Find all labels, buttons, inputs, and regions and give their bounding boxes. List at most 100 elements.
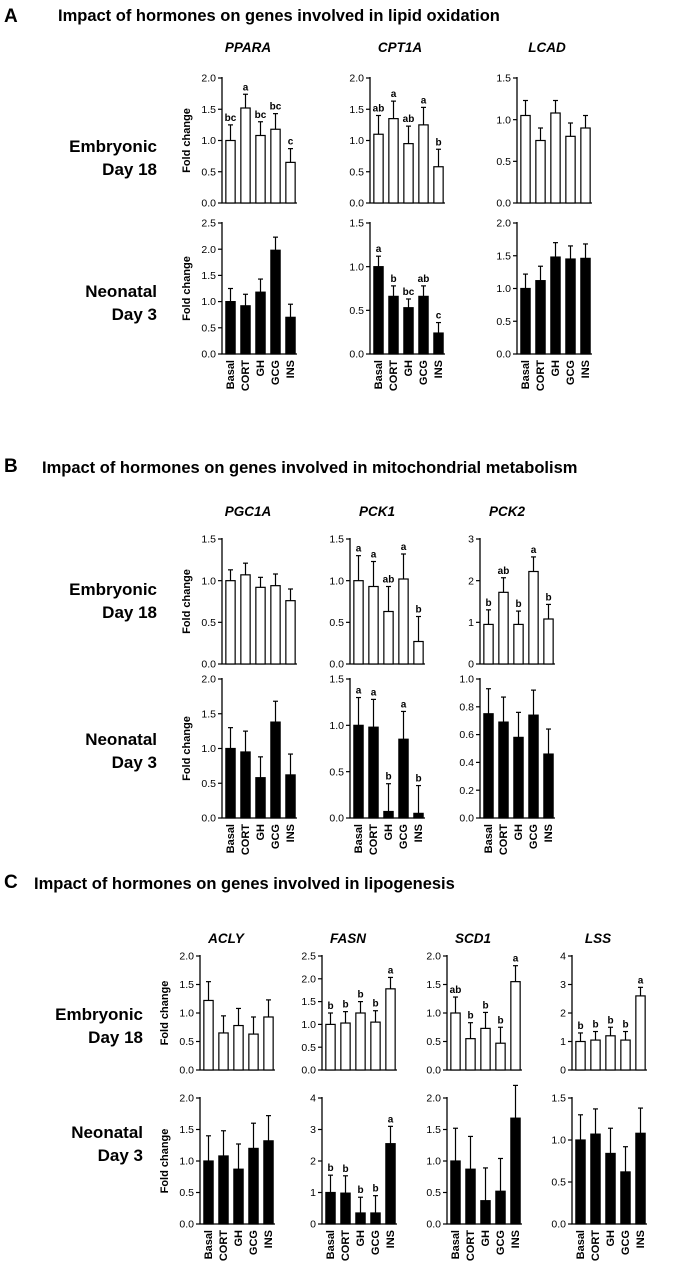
- y-tick-label-lss-e18: 1: [560, 1036, 566, 1048]
- significance-label-pck1-n3: a: [371, 687, 377, 698]
- bar-lss-n3-cort: [590, 1133, 601, 1225]
- y-tick-label-ppara-e18: 1.5: [201, 104, 216, 116]
- y-tick-label-ppara-e18: 0.0: [201, 198, 216, 210]
- bar-lcad-e18-ins: [580, 127, 591, 204]
- bar-pck2-n3-cort: [498, 721, 509, 819]
- y-tick-label-pgc1a-e18: 0.0: [201, 659, 216, 671]
- bar-ppara-e18-cort: [240, 107, 251, 204]
- bar-lcad-e18-cort: [535, 139, 546, 204]
- x-tick-label-scd1-n3: GCG: [495, 1230, 507, 1255]
- bar-ppara-n3-gh: [255, 291, 266, 355]
- significance-label-scd1-e18: a: [513, 954, 519, 965]
- y-tick-label-pgc1a-n3: 1.0: [201, 743, 216, 755]
- bar-pgc1a-n3-ins: [285, 774, 296, 819]
- bar-ppara-n3-cort: [240, 305, 251, 355]
- x-tick-label-cpt1a-n3: GCG: [418, 360, 430, 385]
- gene-label-pck1: PCK1: [359, 504, 395, 519]
- x-tick-label-pgc1a-n3: GCG: [270, 824, 282, 849]
- y-tick-label-ppara-n3: 0.0: [201, 349, 216, 361]
- significance-label-cpt1a-e18: ab: [373, 104, 385, 115]
- bar-lcad-n3-ins: [580, 257, 591, 355]
- y-tick-label-fasn-e18: 1.5: [301, 996, 316, 1008]
- row-label-day18-c: Day 18: [88, 1028, 143, 1047]
- bar-pck2-e18-basal: [483, 623, 494, 665]
- significance-label-fasn-n3: b: [327, 1163, 333, 1174]
- y-tick-label-lcad-n3: 2.0: [496, 218, 511, 230]
- y-tick-label-pck2-e18: 3: [468, 534, 474, 546]
- y-tick-label-lss-n3: 1.5: [551, 1093, 566, 1105]
- bar-acly-n3-gh: [233, 1168, 244, 1225]
- bar-scd1-n3-cort: [465, 1168, 476, 1225]
- bar-pck1-e18-gh: [383, 610, 394, 665]
- x-tick-label-lcad-n3: CORT: [535, 360, 547, 391]
- y-tick-label-ppara-n3: 2.5: [201, 218, 216, 230]
- y-axis-title-ppara-e18: Fold change: [181, 108, 193, 173]
- significance-label-fasn-n3: b: [372, 1184, 378, 1195]
- x-tick-label-pgc1a-n3: GH: [255, 824, 267, 841]
- y-tick-label-scd1-e18: 0.0: [426, 1065, 441, 1077]
- y-tick-label-lss-e18: 0: [560, 1065, 566, 1077]
- bar-lss-e18-ins: [635, 995, 646, 1071]
- gene-label-acly: ACLY: [207, 931, 246, 946]
- bar-cpt1a-n3-gh: [403, 307, 414, 355]
- y-tick-label-fasn-e18: 2.0: [301, 973, 316, 985]
- y-tick-label-scd1-n3: 1.5: [426, 1124, 441, 1136]
- y-tick-label-fasn-e18: 0.0: [301, 1065, 316, 1077]
- y-tick-label-scd1-n3: 0.0: [426, 1219, 441, 1231]
- x-tick-label-fasn-n3: CORT: [340, 1230, 352, 1261]
- x-tick-label-pck1-n3: GH: [383, 824, 395, 841]
- row-label-neonatal-c: Neonatal: [71, 1123, 143, 1142]
- bar-ppara-e18-gh: [255, 134, 266, 204]
- significance-label-pck1-e18: a: [356, 544, 362, 555]
- bar-pck1-e18-gcg: [398, 578, 409, 665]
- y-tick-label-ppara-n3: 0.5: [201, 322, 216, 334]
- panel-title-a: Impact of hormones on genes involved in …: [58, 7, 500, 25]
- y-tick-label-lcad-n3: 0.5: [496, 316, 511, 328]
- y-tick-label-scd1-e18: 1.0: [426, 1008, 441, 1020]
- y-tick-label-acly-n3: 1.5: [179, 1124, 194, 1136]
- bar-pck2-n3-gh: [513, 736, 524, 819]
- significance-label-cpt1a-n3: ab: [418, 274, 430, 285]
- row-label-day3-b: Day 3: [112, 753, 157, 772]
- x-tick-label-fasn-n3: GH: [355, 1230, 367, 1247]
- bar-scd1-e18-cort: [465, 1038, 476, 1071]
- y-tick-label-scd1-e18: 1.5: [426, 979, 441, 991]
- significance-label-lss-e18: b: [622, 1020, 628, 1031]
- significance-label-lss-e18: b: [592, 1020, 598, 1031]
- x-tick-label-cpt1a-n3: INS: [433, 360, 445, 378]
- y-tick-label-pck2-n3: 0.0: [459, 813, 474, 825]
- bar-pck1-n3-basal: [353, 724, 364, 819]
- x-tick-label-pgc1a-n3: Basal: [225, 824, 237, 853]
- x-tick-label-pck2-n3: GH: [513, 824, 525, 841]
- bar-fasn-n3-basal: [325, 1191, 336, 1225]
- bar-fasn-e18-gcg: [370, 1021, 381, 1071]
- x-tick-label-lss-n3: GCG: [620, 1230, 632, 1255]
- significance-label-pck1-e18: ab: [383, 575, 395, 586]
- y-tick-label-pck1-e18: 0.5: [329, 617, 344, 629]
- y-tick-label-acly-n3: 1.0: [179, 1156, 194, 1168]
- y-tick-label-pck1-n3: 1.5: [329, 674, 344, 686]
- bar-ppara-e18-ins: [285, 161, 296, 204]
- bar-scd1-n3-ins: [510, 1117, 521, 1225]
- y-tick-label-acly-e18: 0.5: [179, 1036, 194, 1048]
- significance-label-fasn-e18: b: [372, 999, 378, 1010]
- y-tick-label-acly-n3: 0.0: [179, 1219, 194, 1231]
- bar-ppara-n3-gcg: [270, 249, 281, 355]
- y-tick-label-acly-e18: 1.5: [179, 979, 194, 991]
- bar-cpt1a-e18-basal: [373, 133, 384, 204]
- bar-scd1-n3-gcg: [495, 1190, 506, 1225]
- panel-title-c: Impact of hormones on genes involved in …: [34, 875, 455, 893]
- x-tick-label-ppara-n3: INS: [285, 360, 297, 378]
- x-tick-label-acly-n3: GCG: [248, 1230, 260, 1255]
- row-label-embryonic-b: Embryonic: [69, 580, 157, 599]
- y-tick-label-pck2-n3: 0.6: [459, 729, 474, 741]
- gene-label-ppara: PPARA: [225, 40, 271, 55]
- bar-pck1-e18-cort: [368, 585, 379, 665]
- x-tick-label-acly-n3: CORT: [218, 1230, 230, 1261]
- significance-label-pck2-e18: b: [485, 598, 491, 609]
- y-tick-label-pck2-e18: 2: [468, 575, 474, 587]
- y-tick-label-lss-n3: 0.0: [551, 1219, 566, 1231]
- significance-label-cpt1a-e18: a: [391, 89, 397, 100]
- x-tick-label-fasn-n3: GCG: [370, 1230, 382, 1255]
- x-tick-label-pck2-n3: CORT: [498, 824, 510, 855]
